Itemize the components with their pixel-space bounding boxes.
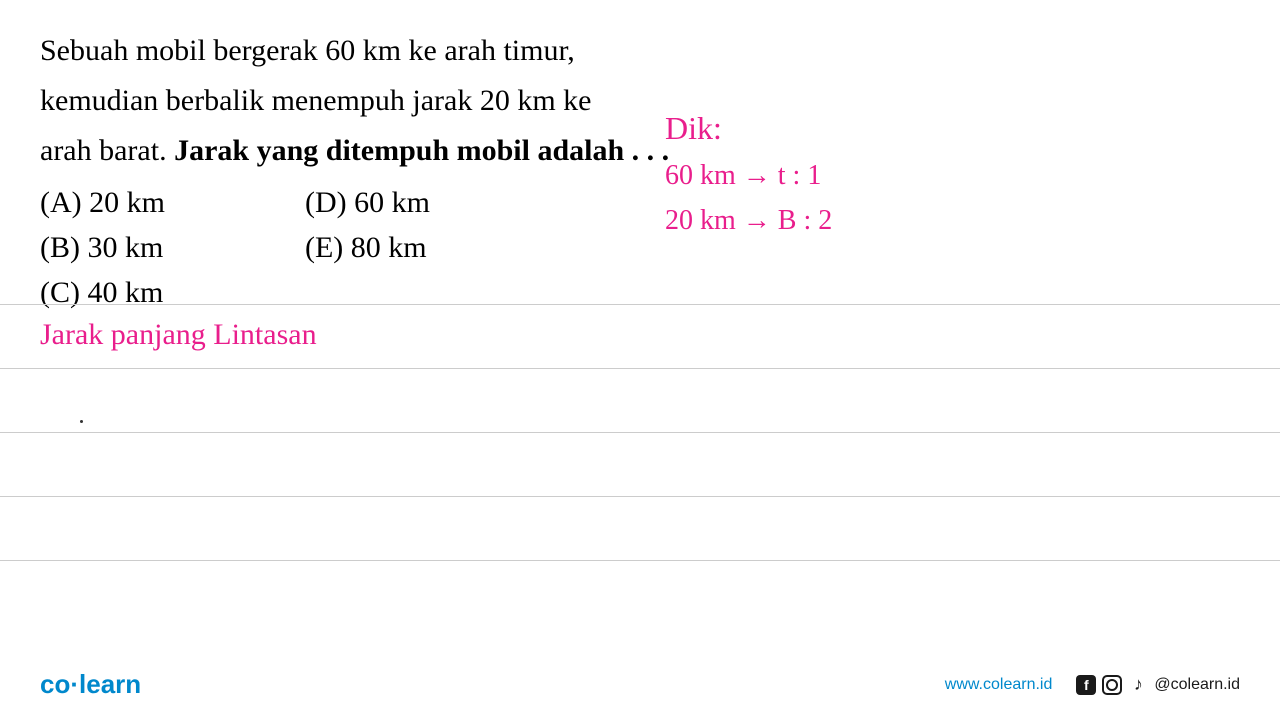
handwriting-dik: Dik: <box>665 110 722 147</box>
question-line-2: kemudian berbalik menempuh jarak 20 km k… <box>40 80 1240 122</box>
social-icons: f ♪ @colearn.id <box>1076 675 1240 695</box>
dot-mark <box>80 420 83 423</box>
ruled-line <box>0 496 1280 497</box>
facebook-icon: f <box>1076 675 1096 695</box>
footer-right: www.colearn.id f ♪ @colearn.id <box>945 675 1240 695</box>
option-e: (E) 80 km <box>305 225 430 270</box>
ruled-line <box>0 304 1280 305</box>
tiktok-icon: ♪ <box>1128 675 1148 695</box>
option-d: (D) 60 km <box>305 180 430 225</box>
logo-part1: co <box>40 669 70 699</box>
social-handle: @colearn.id <box>1154 676 1240 694</box>
website-url: www.colearn.id <box>945 676 1053 694</box>
question-area: Sebuah mobil bergerak 60 km ke arah timu… <box>0 0 1280 345</box>
question-line-3-bold: Jarak yang ditempuh mobil adalah . . . <box>174 134 669 167</box>
option-c: (C) 40 km <box>40 270 165 315</box>
option-a: (A) 20 km <box>40 180 165 225</box>
handwriting-line2: 20 km → B : 2 <box>665 205 832 237</box>
brand-logo: co·learn <box>40 669 141 700</box>
footer: co·learn www.colearn.id f ♪ @colearn.id <box>0 669 1280 700</box>
question-line-3: arah barat. Jarak yang ditempuh mobil ad… <box>40 130 1240 172</box>
logo-part2: learn <box>79 669 141 699</box>
handwriting-line1: 60 km → t : 1 <box>665 160 821 192</box>
instagram-icon <box>1102 675 1122 695</box>
question-line-1: Sebuah mobil bergerak 60 km ke arah timu… <box>40 30 1240 72</box>
options-col-right: (D) 60 km (E) 80 km <box>305 180 430 315</box>
question-line-3-plain: arah barat. <box>40 134 174 167</box>
handwriting-jarak: Jarak panjang Lintasan <box>40 318 317 352</box>
ruled-line <box>0 560 1280 561</box>
options-container: (A) 20 km (B) 30 km (C) 40 km (D) 60 km … <box>40 180 1240 315</box>
options-col-left: (A) 20 km (B) 30 km (C) 40 km <box>40 180 165 315</box>
option-b: (B) 30 km <box>40 225 165 270</box>
logo-dot: · <box>70 669 79 699</box>
ruled-line <box>0 368 1280 369</box>
ruled-line <box>0 432 1280 433</box>
